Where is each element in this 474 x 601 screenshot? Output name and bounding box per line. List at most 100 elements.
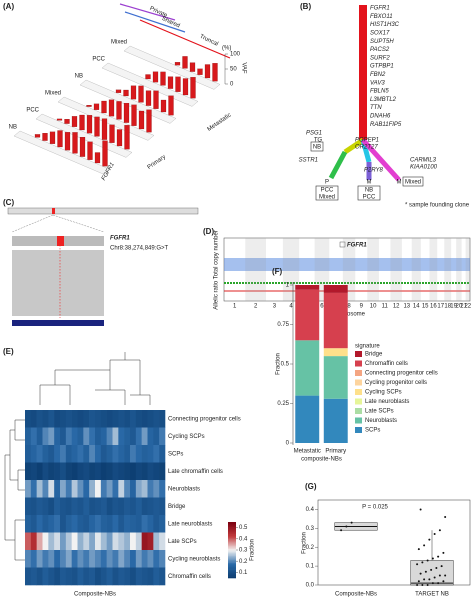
bar-segment	[295, 340, 320, 396]
vaf-bar	[160, 99, 167, 113]
vaf-bar	[109, 124, 115, 143]
heat-cell	[77, 427, 84, 446]
colorbar-step	[228, 537, 236, 540]
legend-label: Neuroblasts	[365, 418, 397, 424]
annotation: P = 0.025	[362, 505, 388, 511]
vaf-bar	[56, 118, 63, 121]
vaf-bar	[153, 90, 159, 109]
colorbar-step	[228, 547, 236, 549]
heat-cell	[95, 480, 102, 498]
chrom-band	[429, 238, 438, 301]
vaf-bar	[123, 102, 130, 123]
heat-cell	[159, 497, 166, 516]
leaf-box: PCC	[363, 195, 376, 201]
panel-label: (E)	[3, 347, 14, 356]
vaf-bar	[190, 77, 196, 99]
heat-cell	[65, 550, 72, 568]
vaf-bar	[182, 56, 188, 69]
heat-cell	[25, 515, 32, 533]
chrom-label: 21	[460, 304, 467, 310]
heat-cell	[135, 427, 142, 446]
heat-cell	[106, 515, 113, 533]
legend-label: Chromaffin cells	[365, 361, 408, 367]
heat-cell	[147, 480, 154, 498]
heat-cell	[141, 497, 148, 516]
heat-cell	[147, 427, 154, 446]
heat-cell	[77, 462, 84, 481]
colorbar-step	[228, 555, 236, 558]
heat-cell	[65, 497, 72, 516]
heat-cell	[112, 550, 119, 568]
bar-segment	[323, 356, 348, 399]
group-label: Metastatic	[207, 112, 233, 133]
heat-cell	[118, 410, 125, 428]
chrom-label: 4	[289, 304, 293, 310]
clone-axis	[124, 11, 186, 33]
point	[424, 570, 427, 573]
vaf-unit: (%)	[222, 46, 231, 52]
heat-cell	[25, 480, 32, 498]
heat-cell	[130, 410, 137, 428]
heat-cell	[65, 532, 72, 551]
vaf-bar	[34, 134, 41, 138]
legend-swatch	[355, 351, 362, 357]
heat-cell	[153, 427, 160, 446]
point	[431, 582, 434, 585]
heat-cell	[83, 515, 90, 533]
heat-cell	[141, 515, 148, 533]
y-label: Fraction	[302, 532, 308, 554]
heat-cell	[147, 445, 154, 463]
colorbar-label: Fraction	[250, 539, 256, 561]
point	[430, 568, 433, 571]
legend-title: signature	[355, 344, 380, 350]
clone-axis	[119, 3, 176, 21]
chrom-band	[245, 238, 266, 301]
legend-label: Late SCPs	[365, 409, 394, 415]
vaf-label: VAF	[240, 62, 246, 74]
heat-cell	[60, 515, 67, 533]
heat-cell	[89, 567, 96, 586]
point	[428, 578, 431, 581]
heat-cell	[130, 480, 137, 498]
vaf-bar	[175, 76, 181, 92]
note: * sample founding clone	[405, 203, 470, 209]
row-label: PCC	[26, 108, 39, 114]
vaf-bar	[71, 116, 78, 127]
bar-segment	[323, 292, 348, 349]
point	[444, 516, 447, 518]
heat-cell	[106, 550, 113, 568]
heat-cell	[124, 515, 131, 533]
point	[421, 584, 424, 586]
heat-cell	[42, 532, 49, 551]
row-label: PCC	[92, 57, 105, 63]
heat-cell	[95, 550, 102, 568]
colorbar-step	[228, 573, 236, 576]
heat-cell	[159, 567, 166, 586]
colorbar-step	[228, 575, 236, 577]
heat-cell	[118, 532, 125, 551]
heat-cell	[60, 410, 67, 428]
heat-cell	[54, 567, 61, 586]
heat-cell	[83, 497, 90, 516]
heat-cell	[54, 410, 61, 428]
heat-cell	[135, 410, 142, 428]
heat-cell	[25, 497, 32, 516]
heat-cell	[118, 480, 125, 498]
colorbar-step	[228, 548, 236, 551]
heat-cell	[100, 462, 107, 481]
colorbar-step	[228, 530, 236, 533]
heat-cell	[153, 532, 160, 551]
gene: GTPBP1	[370, 64, 394, 70]
legend-swatch	[355, 427, 362, 433]
heat-cell	[36, 515, 43, 533]
heat-cell	[112, 567, 119, 586]
point	[431, 557, 434, 560]
heat-cell	[89, 480, 96, 498]
heat-cell	[54, 532, 61, 551]
heat-cell	[83, 462, 90, 481]
gene: SUPT5H	[370, 39, 394, 45]
heat-cell	[60, 497, 67, 516]
legend-swatch	[355, 379, 362, 386]
heat-cell	[95, 532, 102, 551]
vaf-bar	[131, 104, 137, 126]
